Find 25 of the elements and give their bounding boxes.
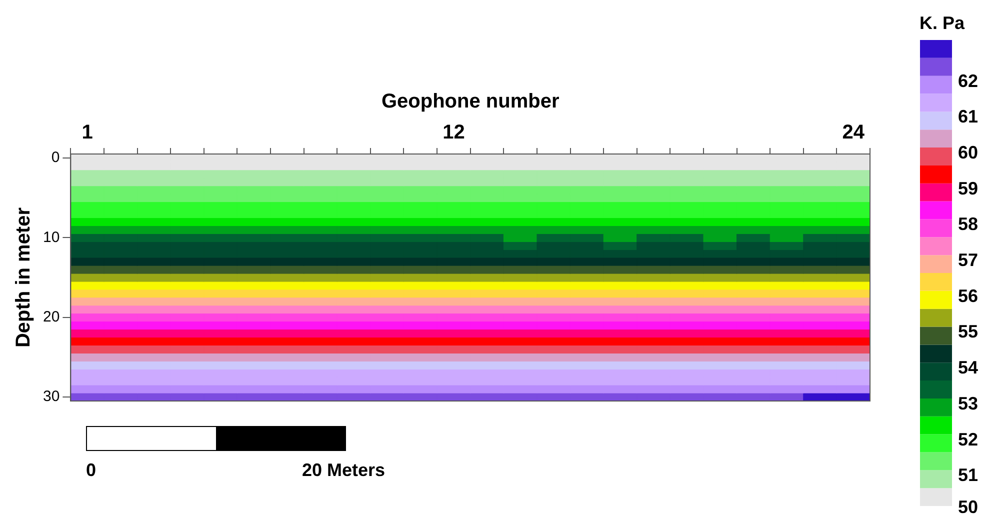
color-bar-label: 51 <box>958 465 978 486</box>
x-tick-label: 1 <box>82 122 93 144</box>
color-bar-label: 60 <box>958 142 978 163</box>
text: 20 Meters <box>302 460 386 481</box>
color-bar-label: 58 <box>958 214 978 234</box>
y-tick-label: 0 <box>51 149 60 166</box>
x-tick-label: 24 <box>842 122 866 144</box>
y-tick-label: 10 <box>42 228 60 246</box>
color-bar-label: 54 <box>958 358 978 378</box>
text: 0 <box>86 460 96 481</box>
color-bar-label: 56 <box>958 286 978 306</box>
color-bar-label: 52 <box>958 429 978 450</box>
y-axis-title: Depth in meter <box>12 207 35 348</box>
color-bar-title: K. Pa <box>919 12 966 33</box>
color-bar-label: 50 <box>958 496 978 517</box>
color-bar-label: 61 <box>958 106 978 127</box>
x-tick-label: 12 <box>442 122 465 144</box>
color-bar-label: 57 <box>958 250 978 270</box>
y-tick-label: 20 <box>42 308 60 326</box>
color-bar-label: 53 <box>958 393 978 414</box>
color-bar-label: 59 <box>958 178 978 198</box>
color-bar-label: 62 <box>958 70 978 91</box>
color-bar-label: 55 <box>958 322 978 342</box>
y-tick-label: 30 <box>42 388 60 406</box>
x-axis-title: Geophone number <box>381 90 560 113</box>
